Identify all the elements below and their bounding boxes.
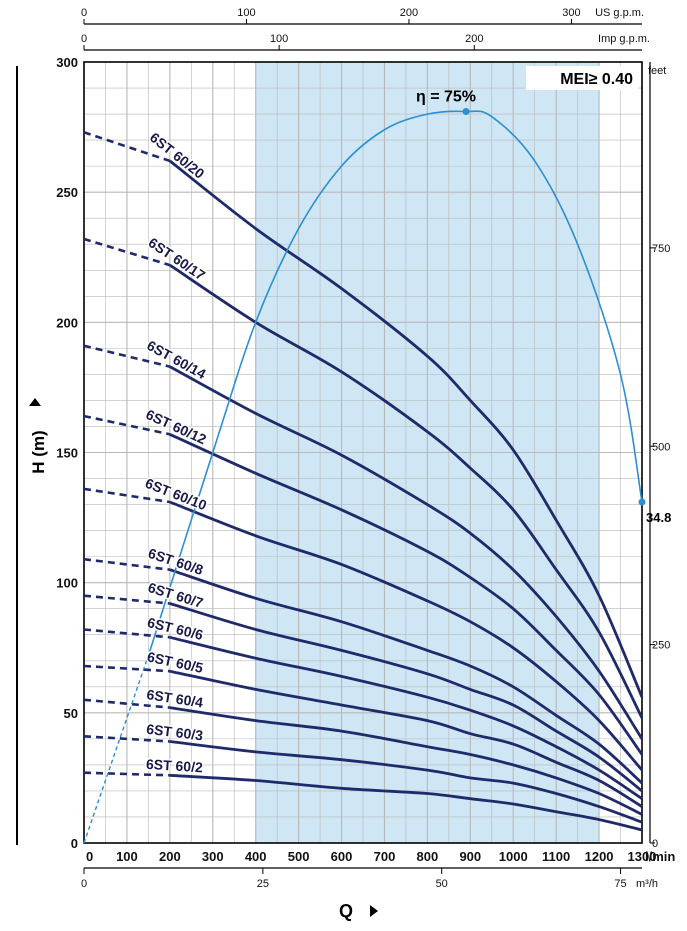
efficiency-curve	[147, 110, 643, 656]
x-tick-label: 700	[374, 849, 396, 864]
impgpm-tick-label: 0	[81, 33, 87, 45]
m3h-tick-label: 0	[81, 878, 87, 890]
curve-6st-60-5	[169, 669, 643, 808]
curve-label: 6ST 60/10	[143, 475, 209, 514]
curve-dashed-segment	[83, 344, 171, 368]
y-tick-label: 150	[56, 446, 78, 461]
curve-dashed-segment	[83, 487, 170, 504]
efficiency-peak-marker	[462, 107, 470, 115]
curve-label: 6ST 60/14	[144, 337, 209, 382]
impgpm-tick-label: 200	[465, 33, 483, 45]
usgpm-unit-label: US g.p.m.	[595, 7, 644, 19]
curve-6st-60-14	[169, 365, 644, 740]
impgpm-unit-label: Imp g.p.m.	[598, 33, 650, 45]
feet-tick-label: 250	[652, 640, 670, 652]
x-tick-label: 1100	[542, 849, 570, 864]
curve-dashed-segment	[83, 414, 171, 436]
m3h-unit-label: m³/h	[636, 878, 658, 890]
x-axis-title: Q	[339, 901, 353, 921]
curve-6st-60-17	[169, 263, 644, 719]
efficiency-curve-dashed	[83, 655, 150, 844]
y-tick-label: 100	[56, 576, 78, 591]
curve-dashed-segment	[83, 237, 171, 267]
x-tick-label: 1000	[499, 849, 528, 864]
x-tick-label: 1300	[628, 849, 657, 864]
x-tick-label: 600	[331, 849, 353, 864]
x-tick-label: 900	[459, 849, 481, 864]
usgpm-tick-label: 0	[81, 7, 87, 19]
feet-unit-label: feet	[648, 65, 666, 77]
x-unit-label: l/min	[645, 849, 675, 864]
efficiency-end-marker	[638, 498, 646, 506]
x-tick-label: 200	[159, 849, 181, 864]
curve-dashed-segment	[83, 131, 171, 163]
y-tick-label: 250	[56, 185, 78, 200]
x-tick-label: 400	[245, 849, 267, 864]
curve-label: 6ST 60/2	[146, 756, 204, 775]
curve-label: 6ST 60/4	[146, 686, 205, 710]
x-tick-label: 300	[202, 849, 224, 864]
curve-dashed-segment	[83, 628, 170, 639]
curve-label: 6ST 60/17	[146, 234, 209, 283]
y-axis-arrow-icon	[29, 398, 41, 406]
mei-label: MEI≥ 0.40	[560, 71, 633, 88]
curve-6st-60-4	[169, 706, 643, 816]
m3h-tick-label: 75	[614, 878, 626, 890]
curve-6st-60-7	[169, 602, 643, 793]
m3h-tick-label: 25	[257, 878, 269, 890]
feet-tick-label: 0	[652, 838, 658, 850]
efficiency-label: η = 75%	[416, 88, 476, 105]
efficiency-curve-layer	[83, 107, 646, 844]
efficiency-end-label: 34.8	[646, 510, 671, 525]
curve-6st-60-6	[169, 635, 643, 800]
performance-curves-layer	[83, 131, 644, 832]
curve-label: 6ST 60/3	[146, 721, 205, 744]
y-axis-title: H (m)	[29, 430, 48, 473]
y-tick-label: 200	[56, 315, 78, 330]
curve-dashed-segment	[83, 664, 170, 673]
curve-dashed-segment	[83, 594, 170, 605]
usgpm-tick-label: 200	[400, 7, 418, 19]
curve-6st-60-3	[169, 740, 643, 824]
curve-6st-60-2	[169, 773, 643, 832]
x-axis-arrow-icon	[370, 905, 378, 917]
x-tick-label: 0	[86, 849, 93, 864]
y-tick-label: 300	[56, 55, 78, 70]
curve-6st-60-12	[169, 433, 644, 756]
curve-dashed-segment	[83, 557, 170, 571]
m3h-tick-label: 50	[436, 878, 448, 890]
x-tick-label: 500	[288, 849, 310, 864]
x-tick-label: 1200	[585, 849, 614, 864]
plot-frame	[83, 61, 643, 844]
usgpm-tick-label: 100	[237, 7, 255, 19]
mei-label-background	[526, 66, 638, 90]
usgpm-tick-label: 300	[562, 7, 580, 19]
x-tick-label: 800	[417, 849, 439, 864]
y-tick-label: 50	[64, 706, 78, 721]
curve-6st-60-20	[168, 159, 644, 698]
impgpm-tick-label: 100	[270, 33, 288, 45]
curve-dashed-segment	[83, 771, 170, 777]
curve-dashed-segment	[83, 735, 170, 743]
curve-6st-60-8	[169, 568, 643, 785]
x-tick-label: 100	[116, 849, 138, 864]
feet-tick-label: 500	[652, 441, 670, 453]
curve-6st-60-10	[169, 500, 644, 772]
y-tick-label: 0	[71, 836, 78, 851]
feet-tick-label: 750	[652, 243, 670, 255]
curve-dashed-segment	[83, 698, 170, 709]
